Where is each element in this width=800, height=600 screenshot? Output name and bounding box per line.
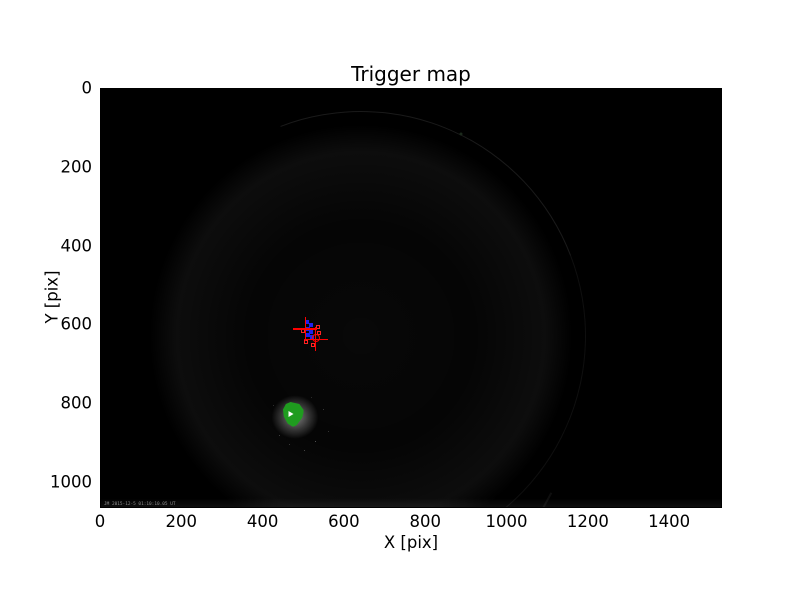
- y-tick-label: 800: [60, 393, 93, 413]
- x-axis-label: X [pix]: [383, 533, 439, 552]
- cluster-pixels-red: [311, 342, 316, 347]
- fisheye-disc: [136, 111, 586, 507]
- x-tick-label: 600: [328, 512, 360, 531]
- cluster-pixels-red: [304, 339, 309, 344]
- y-tick-label: 400: [60, 236, 93, 256]
- faint-star: [459, 132, 463, 136]
- cluster-pixels-blue: [306, 332, 311, 337]
- x-tick-label: 400: [246, 512, 279, 531]
- trigger-cross: [293, 316, 318, 341]
- horizon-glow: [101, 498, 721, 507]
- chart-title: Trigger map: [351, 62, 471, 86]
- x-tick-label: 0: [94, 512, 106, 531]
- cluster-pixels-red: [316, 325, 321, 330]
- y-tick-label: 200: [60, 157, 93, 177]
- x-tick-label: 800: [409, 512, 441, 531]
- y-axis-label: Y [pix]: [42, 270, 62, 324]
- event-direction-arrow: [288, 411, 294, 418]
- y-tick-label: 0: [81, 78, 93, 98]
- image-timestamp: JM 2015-12-5 01:10:10.05 UT: [104, 501, 176, 506]
- cluster-pixels-blue: [309, 329, 314, 334]
- x-tick-label: 1200: [566, 512, 609, 531]
- x-tick-label: 1400: [648, 512, 691, 531]
- y-tick-label: 1000: [50, 472, 92, 492]
- cluster-pixels-red: [317, 330, 322, 335]
- plot-area: JM 2015-12-5 01:10:10.05 UT: [100, 88, 722, 508]
- x-tick-label: 200: [165, 512, 198, 531]
- x-tick-label: 1000: [485, 512, 528, 531]
- cluster-pixels-blue: [308, 322, 313, 327]
- y-tick-label: 600: [60, 314, 93, 334]
- cluster-pixels-blue: [305, 319, 310, 324]
- trigger-circle: [311, 334, 320, 343]
